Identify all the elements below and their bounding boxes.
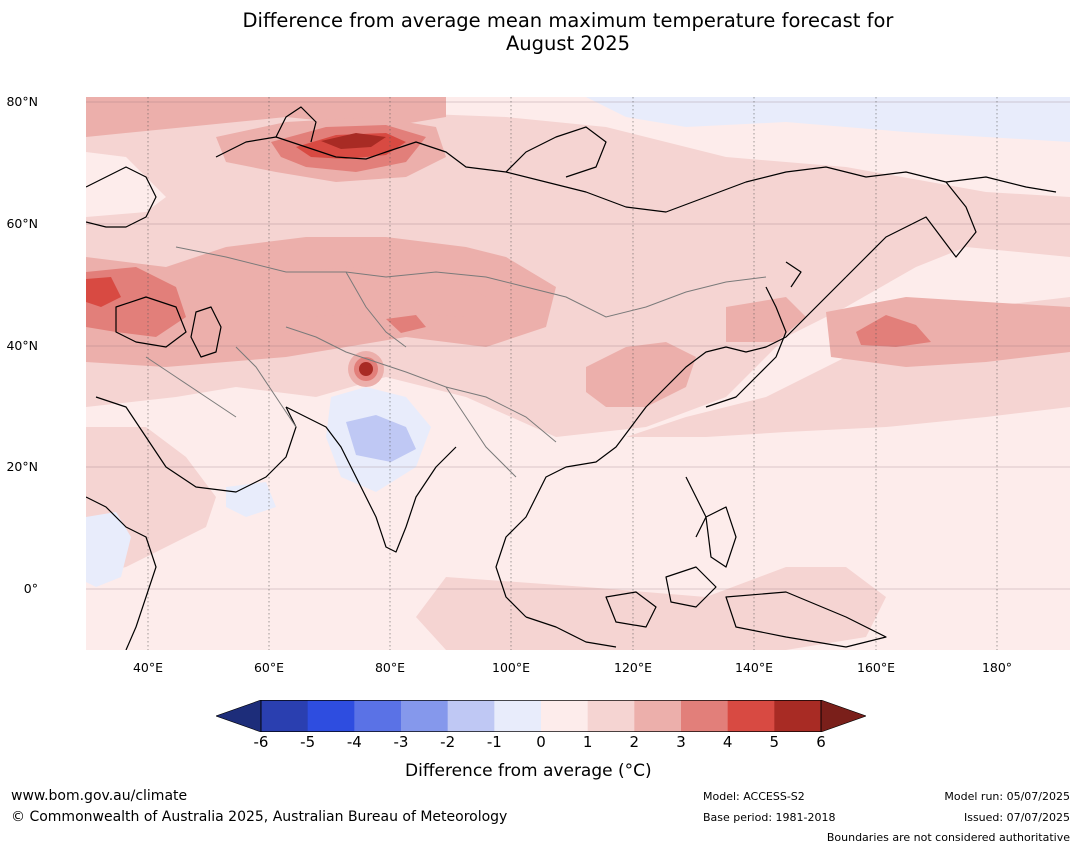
colorbar-swatch [587,700,635,732]
colorbar-swatch [354,700,402,732]
colorbar-swatch [401,700,449,732]
colorbar-label: Difference from average (°C) [405,761,652,781]
temperature-anomaly-map [86,97,1070,650]
colorbar-tick-label: 1 [582,733,593,751]
lon-label-40e: 40°E [132,660,164,675]
lon-label-140e: 140°E [734,660,774,675]
title-line-2: August 2025 [505,32,631,55]
colorbar-tick-label: 5 [769,733,780,751]
colorbar-extend-high [820,700,866,732]
colorbar-tick-label: -4 [346,733,362,751]
lon-label-60e: 60°E [253,660,285,675]
footer-issued: Issued: 07/07/2025 [963,811,1070,824]
lat-label-60n: 60°N [6,216,38,231]
colorbar-swatch [727,700,775,732]
lon-label-160e: 160°E [856,660,896,675]
lon-label-100e: 100°E [491,660,531,675]
colorbar-swatch [494,700,542,732]
colorbar-tick-label: 3 [676,733,686,751]
colorbar-swatch [774,700,822,732]
lat-label-80n: 80°N [6,94,38,109]
colorbar-tick-label: -3 [393,733,409,751]
colorbar-tick-label: 0 [536,733,546,751]
chart-title: Difference from average mean maximum tem… [0,9,1081,55]
colorbar-outline [260,700,822,732]
colorbar-swatch [261,700,309,732]
colorbar [216,700,866,732]
footer-model: Model: ACCESS-S2 [703,790,805,803]
footer-disclaimer: Boundaries are not considered authoritat… [826,831,1070,844]
lat-label-40n: 40°N [6,338,38,353]
footer-base-period: Base period: 1981-2018 [703,811,836,824]
lon-label-80e: 80°E [374,660,406,675]
colorbar-tick-label: -6 [253,733,269,751]
lon-label-120e: 120°E [613,660,653,675]
colorbar-swatch [447,700,495,732]
colorbar-tick-label: -1 [486,733,502,751]
colorbar-tick-label: 4 [722,733,733,751]
colorbar-swatch [634,700,682,732]
colorbar-swatch [307,700,355,732]
lat-label-20n: 20°N [6,459,38,474]
colorbar-tick-label: -2 [440,733,456,751]
footer-copyright: © Commonwealth of Australia 2025, Austra… [11,809,508,825]
footer-model-run: Model run: 05/07/2025 [944,790,1070,803]
title-line-1: Difference from average mean maximum tem… [242,9,894,32]
colorbar-tick-label: 2 [629,733,640,751]
colorbar-swatch [541,700,589,732]
lon-label-180: 180° [981,660,1013,675]
footer-url: www.bom.gov.au/climate [11,788,188,804]
colorbar-extend-low [216,700,262,732]
lat-label-0: 0° [23,581,38,596]
colorbar-swatch [681,700,729,732]
colorbar-tick-label: 6 [816,733,826,751]
colorbar-tick-label: -5 [300,733,316,751]
